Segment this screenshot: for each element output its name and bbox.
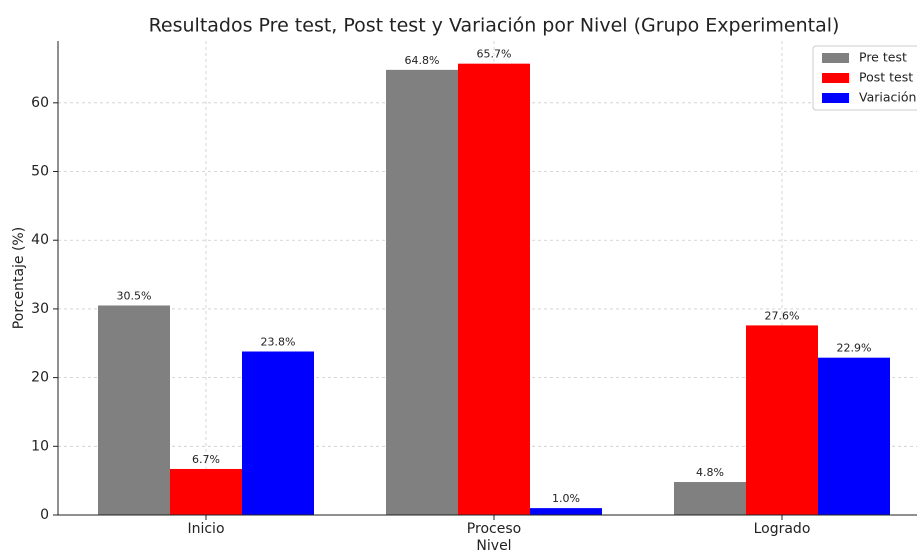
legend-swatch (822, 93, 849, 103)
y-tick-label: 10 (31, 438, 49, 454)
bar (170, 468, 242, 515)
bar (746, 325, 818, 515)
data-label: 30.5% (117, 289, 152, 302)
bar (530, 508, 602, 515)
y-tick-label: 0 (40, 507, 49, 523)
bar (386, 69, 458, 515)
legend-label: Pre test (859, 50, 907, 65)
legend-swatch (822, 53, 849, 63)
chart-title: Resultados Pre test, Post test y Variaci… (149, 15, 840, 37)
data-label: 27.6% (765, 309, 800, 322)
data-label: 1.0% (552, 492, 580, 505)
y-tick-label: 20 (31, 370, 49, 386)
bar (818, 357, 890, 515)
data-label: 64.8% (405, 54, 440, 67)
data-label: 22.9% (837, 342, 872, 355)
bar (674, 482, 746, 515)
bar (242, 351, 314, 515)
data-label: 65.7% (477, 48, 512, 61)
data-label: 6.7% (192, 453, 220, 466)
legend-label: Post test (859, 70, 913, 85)
y-tick-label: 40 (31, 232, 49, 248)
data-label: 23.8% (261, 336, 296, 349)
x-tick-label: Proceso (467, 521, 521, 537)
data-label: 4.8% (696, 466, 724, 479)
x-tick-label: Logrado (754, 521, 811, 537)
y-axis-label: Porcentaje (%) (11, 227, 27, 329)
bar (458, 63, 530, 516)
y-tick-label: 60 (31, 95, 49, 111)
x-axis-label: Nivel (476, 538, 511, 554)
legend-swatch (822, 73, 849, 83)
x-tick-label: Inicio (187, 521, 224, 537)
y-tick-label: 30 (31, 301, 49, 317)
bar (98, 305, 170, 515)
legend-label: Variación (859, 90, 916, 105)
y-tick-label: 50 (31, 164, 49, 180)
